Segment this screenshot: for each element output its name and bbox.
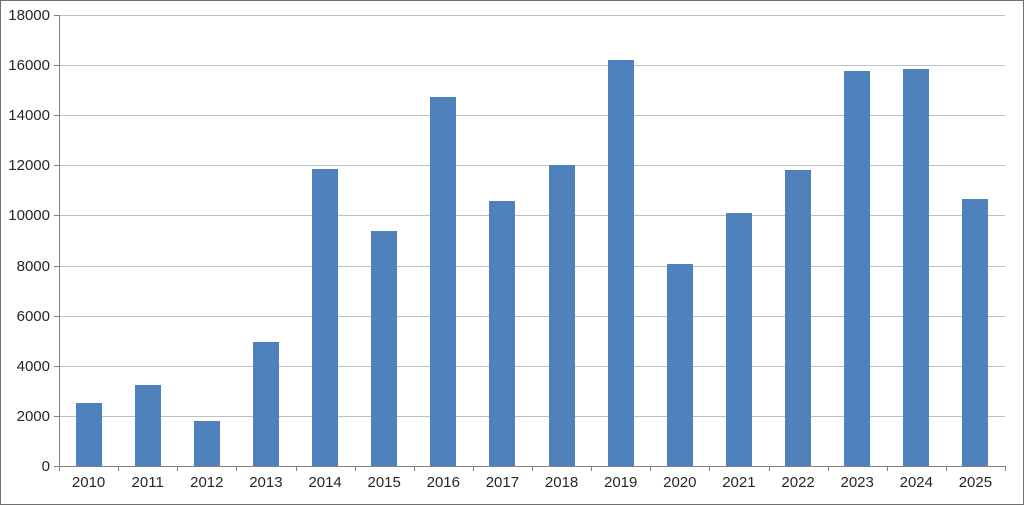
x-axis-tick [118,466,119,471]
x-axis-tick [59,466,60,471]
bar-2021 [725,212,752,466]
x-axis-category-label: 2019 [604,474,638,491]
gridline [59,366,1005,367]
x-axis-category-label: 2020 [663,474,697,491]
x-axis-category-label: 2016 [426,474,460,491]
x-axis-tick [355,466,356,471]
x-axis-tick [473,466,474,471]
x-axis-category-label: 2010 [71,474,106,491]
bar-2012 [193,420,220,466]
y-axis-tick-label: 10000 [8,207,50,224]
y-axis-tick-label: 4000 [16,358,50,375]
y-axis-tick [54,65,59,66]
bar-2010 [75,403,102,466]
x-axis-line [54,466,1005,467]
gridline [59,215,1005,216]
x-axis-tick [946,466,947,471]
x-axis-tick [650,466,651,471]
x-axis-category-label: 2024 [899,474,933,491]
y-axis-tick-label: 18000 [8,7,50,24]
gridline [59,266,1005,267]
x-axis-category-label: 2023 [840,474,874,491]
y-axis-tick [54,165,59,166]
y-axis-tick [54,215,59,216]
bar-2018 [548,165,575,466]
gridline [59,416,1005,417]
x-axis-tick [709,466,710,471]
bar-2025 [962,199,989,466]
x-axis-category-label: 2022 [781,474,815,491]
bar-2024 [903,68,930,466]
y-axis-tick [54,15,59,16]
bar-2020 [666,263,693,466]
bar-2023 [844,71,871,466]
x-axis-category-label: 2021 [722,474,756,491]
x-axis-category-label: 2012 [190,474,224,491]
x-axis-tick [828,466,829,471]
gridline [59,165,1005,166]
y-axis-tick-label: 6000 [16,308,50,325]
y-axis-tick-label: 0 [41,458,50,475]
y-axis-tick [54,115,59,116]
x-axis-tick [296,466,297,471]
x-axis-tick [532,466,533,471]
y-axis-tick [54,416,59,417]
bar-2022 [785,170,812,466]
gridline [59,65,1005,66]
y-axis-tick-label: 14000 [8,107,50,124]
gridline [59,115,1005,116]
x-axis-category-label: 2015 [367,474,401,491]
y-axis-tick [54,266,59,267]
bar-2016 [430,97,457,466]
bar-2019 [607,60,634,466]
bar-2015 [371,231,398,466]
x-axis-category-label: 2014 [308,474,342,491]
y-axis-tick-label: 12000 [8,157,50,174]
x-axis-category-label: 2011 [131,474,164,491]
x-axis-tick [414,466,415,471]
x-axis-category-label: 2017 [485,474,520,491]
x-axis-tick [236,466,237,471]
x-axis-tick [591,466,592,471]
gridline [59,15,1005,16]
x-axis-tick [177,466,178,471]
bar-2011 [134,385,161,466]
y-axis-line [59,15,60,471]
y-axis-tick [54,366,59,367]
x-axis-tick [769,466,770,471]
y-axis-tick-label: 16000 [8,57,50,74]
gridline [59,316,1005,317]
x-axis-category-label: 2018 [544,474,579,491]
y-axis-tick-label: 2000 [16,408,50,425]
x-axis-tick [887,466,888,471]
bar-2013 [252,342,279,466]
x-axis-category-label: 2025 [958,474,993,491]
bar-2014 [312,169,339,466]
y-axis-tick-label: 8000 [16,258,50,275]
y-axis-tick [54,316,59,317]
x-axis-tick [1005,466,1006,471]
bar-2017 [489,200,516,466]
x-axis-category-label: 2013 [249,474,283,491]
